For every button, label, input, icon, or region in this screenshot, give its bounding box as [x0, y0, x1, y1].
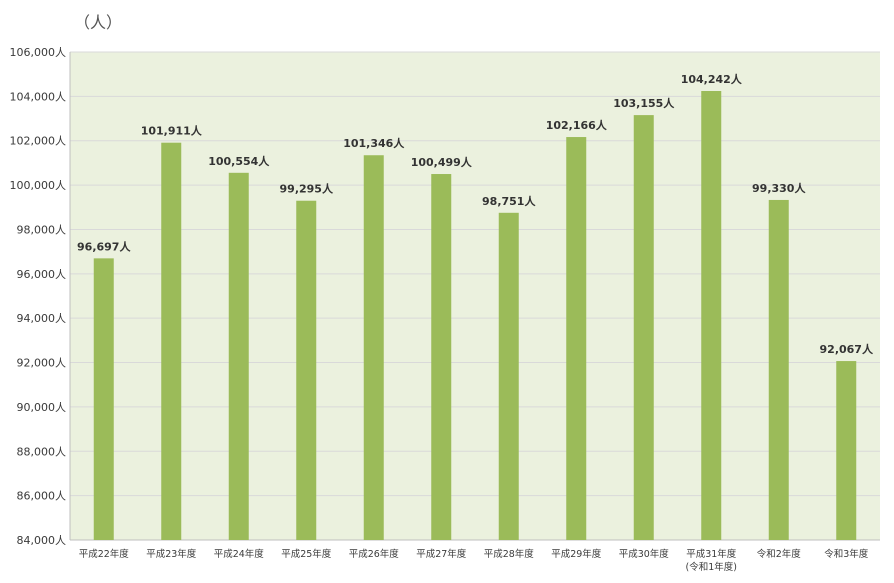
y-tick-label: 96,000人: [17, 268, 67, 281]
bar: [633, 115, 654, 540]
y-tick-label: 94,000人: [17, 312, 67, 325]
data-label: 92,067人: [820, 342, 874, 356]
x-tick-label: 平成24年度: [214, 548, 265, 560]
bar: [228, 172, 249, 540]
y-tick-label: 92,000人: [17, 357, 67, 370]
x-tick-label: 平成27年度: [416, 548, 467, 560]
data-label: 102,166人: [546, 118, 608, 132]
data-label: 100,499人: [411, 155, 473, 169]
x-tick-label: 令和3年度: [824, 548, 869, 560]
bar: [93, 258, 114, 540]
y-tick-label: 86,000人: [17, 490, 67, 503]
x-tick-label: 平成31年度: [686, 548, 737, 560]
y-tick-label: 98,000人: [17, 223, 67, 236]
y-tick-label: 84,000人: [17, 534, 67, 547]
bar: [161, 142, 182, 540]
x-tick-label: 令和2年度: [757, 548, 802, 560]
data-label: 98,751人: [482, 194, 536, 208]
data-label: 101,346人: [343, 136, 405, 150]
data-label: 99,295人: [280, 182, 334, 196]
x-tick-label: (令和1年度): [686, 561, 737, 573]
plot-area: 84,000人 86,000人 88,000人 90,000人 92,000人 94,00…: [10, 46, 880, 573]
data-label: 100,554人: [208, 154, 270, 168]
bar: [836, 361, 857, 540]
x-tick-label: 平成30年度: [619, 548, 670, 560]
bar: [768, 199, 789, 540]
y-tick-label: 102,000人: [10, 135, 67, 148]
y-tick-label: 100,000人: [10, 179, 67, 192]
x-tick-label: 平成29年度: [551, 548, 602, 560]
data-label: 96,697人: [77, 239, 131, 253]
data-label: 101,911人: [141, 124, 203, 138]
x-tick-label: 平成23年度: [146, 548, 197, 560]
bar: [363, 155, 384, 540]
y-axis-unit-label: （人）: [74, 13, 122, 32]
bar: [498, 212, 519, 540]
bar: [566, 137, 587, 540]
y-tick-label: 104,000人: [10, 90, 67, 103]
bar: [296, 200, 317, 540]
data-label: 104,242人: [681, 72, 743, 86]
x-tick-label: 平成22年度: [79, 548, 130, 560]
bar: [701, 90, 722, 540]
x-tick-label: 平成25年度: [281, 548, 332, 560]
plot-background: [70, 52, 880, 540]
y-tick-label: 106,000人: [10, 46, 67, 59]
data-label: 99,330人: [752, 181, 806, 195]
x-tick-label: 平成28年度: [484, 548, 535, 560]
data-label: 103,155人: [613, 96, 675, 110]
y-tick-label: 90,000人: [17, 401, 67, 414]
y-tick-label: 88,000人: [17, 445, 67, 458]
bar: [431, 174, 452, 540]
x-tick-label: 平成26年度: [349, 548, 400, 560]
